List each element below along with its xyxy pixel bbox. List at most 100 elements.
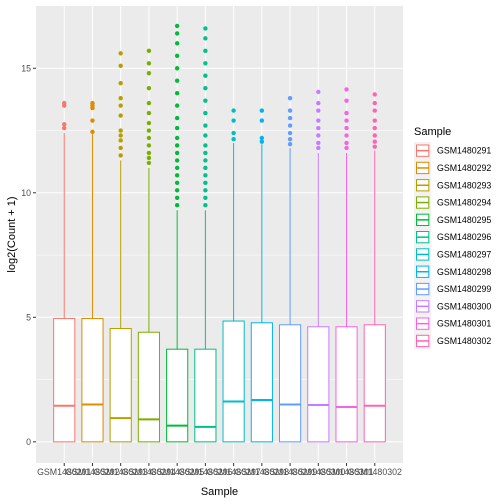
x-tick-label: GSM1480299 xyxy=(263,467,317,477)
legend-item: GSM1480291 xyxy=(414,142,491,160)
outlier-point xyxy=(231,130,236,136)
x-axis-ticks: GSM1480291GSM1480292GSM1480293GSM1480294… xyxy=(37,463,402,477)
outlier-point xyxy=(259,139,265,144)
outlier-point xyxy=(146,48,152,54)
x-tick-label: GSM1480296 xyxy=(178,467,232,477)
box-GSM1480291 xyxy=(53,100,76,443)
outlier-point xyxy=(174,78,180,83)
box-GSM1480299 xyxy=(278,95,302,443)
outlier-point xyxy=(316,89,321,95)
outlier-point xyxy=(174,90,180,96)
box-GSM1480301 xyxy=(335,87,358,443)
outlier-point xyxy=(118,95,123,101)
outlier-point xyxy=(344,145,349,151)
outlier-point xyxy=(287,137,293,142)
box-GSM1480295 xyxy=(166,23,189,443)
outlier-point xyxy=(372,144,377,149)
outlier-point xyxy=(287,95,293,101)
legend-label: GSM1480301 xyxy=(437,319,491,329)
box-body xyxy=(166,348,189,443)
outlier-point xyxy=(203,36,208,41)
outlier-point xyxy=(344,87,349,92)
outlier-point xyxy=(259,108,265,113)
outlier-point xyxy=(372,108,377,113)
outlier-point xyxy=(316,133,321,138)
box-body xyxy=(250,322,273,443)
legend-label: GSM1480294 xyxy=(437,198,491,208)
outlier-point xyxy=(203,143,208,148)
box-body xyxy=(53,318,76,443)
outlier-point xyxy=(316,118,321,123)
outlier-point xyxy=(287,108,293,113)
legend-item: GSM1480299 xyxy=(414,280,491,298)
legend: Sample GSM1480291GSM1480292GSM1480293GSM… xyxy=(414,126,491,350)
outlier-point xyxy=(231,118,236,123)
outlier-point xyxy=(316,108,321,113)
outlier-point xyxy=(118,51,123,56)
outlier-point xyxy=(344,98,349,103)
outlier-point xyxy=(203,48,208,54)
x-axis-title: Sample xyxy=(201,486,238,498)
outlier-point xyxy=(146,110,152,116)
box-body xyxy=(307,326,330,443)
outlier-point xyxy=(174,115,180,121)
outlier-point xyxy=(146,100,152,106)
box-body xyxy=(137,331,161,443)
y-axis-ticks: 0 5 10 15 xyxy=(21,63,36,447)
outlier-point xyxy=(259,118,265,123)
outlier-point xyxy=(203,85,208,91)
legend-item: GSM1480293 xyxy=(414,176,491,194)
legend-item: GSM1480300 xyxy=(414,297,491,315)
y-tick-label: 5 xyxy=(26,312,31,322)
outlier-point xyxy=(118,81,123,86)
outlier-point xyxy=(203,110,208,116)
outlier-point xyxy=(174,150,180,156)
outlier-point xyxy=(203,150,208,156)
box-GSM1480302 xyxy=(363,92,386,443)
outlier-point xyxy=(231,137,236,142)
outlier-point xyxy=(203,123,208,128)
outlier-point xyxy=(344,140,349,146)
legend-label: GSM1480302 xyxy=(437,336,491,346)
outlier-point xyxy=(203,180,208,186)
outlier-point xyxy=(146,128,152,133)
legend-label: GSM1480299 xyxy=(437,284,491,294)
outlier-point xyxy=(203,173,208,178)
box-GSM1480297 xyxy=(222,108,245,443)
outlier-point xyxy=(174,31,180,36)
outlier-point xyxy=(174,158,180,163)
outlier-point xyxy=(174,173,180,178)
box-GSM1480294 xyxy=(137,48,161,443)
outlier-point xyxy=(287,123,293,128)
outlier-point xyxy=(372,118,377,123)
box-GSM1480296 xyxy=(194,26,217,443)
outlier-point xyxy=(118,133,123,138)
legend-item: GSM1480296 xyxy=(414,228,491,246)
outlier-point xyxy=(146,120,152,126)
outlier-point xyxy=(174,66,180,71)
outlier-point xyxy=(118,145,123,151)
x-tick-label: GSM1480291 xyxy=(37,467,91,477)
outlier-point xyxy=(174,195,180,200)
x-tick-label: GSM1480298 xyxy=(235,467,289,477)
legend-items: GSM1480291 GSM1480292 GSM1480293 GSM1480294… xyxy=(414,142,491,350)
x-tick-label: GSM1480292 xyxy=(65,467,119,477)
outlier-point xyxy=(287,142,293,147)
outlier-point xyxy=(316,140,321,146)
outlier-point xyxy=(174,135,180,141)
outlier-point xyxy=(287,115,293,121)
outlier-point xyxy=(146,155,152,161)
box-GSM1480292 xyxy=(81,100,104,443)
outlier-point xyxy=(146,150,152,156)
outlier-point xyxy=(174,103,180,108)
box-body xyxy=(278,324,302,443)
outlier-point xyxy=(231,108,236,113)
box-GSM1480298 xyxy=(250,108,273,443)
box-body xyxy=(109,328,132,443)
box-body xyxy=(81,318,104,443)
y-axis-title: log2(Count + 1) xyxy=(6,196,18,272)
outlier-point xyxy=(316,125,321,131)
x-tick-label: GSM1480302 xyxy=(348,467,402,477)
outlier-point xyxy=(372,125,377,131)
y-tick-label: 15 xyxy=(21,63,31,73)
